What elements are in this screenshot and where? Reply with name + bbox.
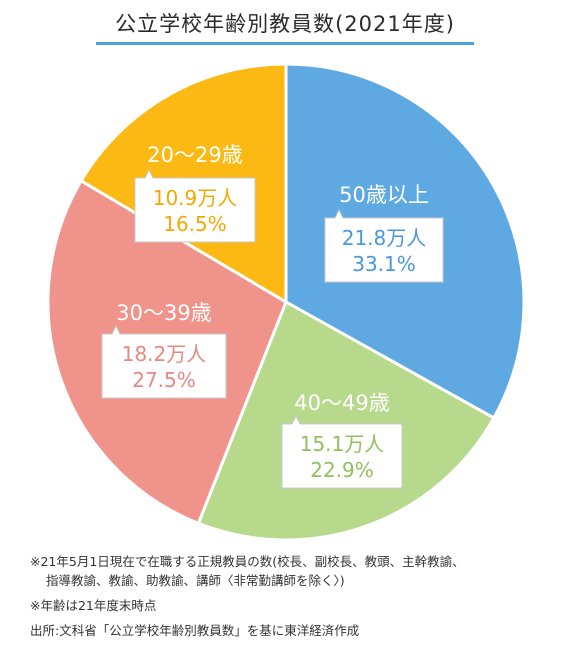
title-underline [96, 42, 474, 45]
note-teacher-definition: ※21年5月1日現在で在職する正規教員の数(校長、副校長、教頭、主幹教諭、指導教… [30, 552, 560, 590]
note-teacher-definition-line: ※21年5月1日現在で在職する正規教員の数(校長、副校長、教頭、主幹教諭、 [30, 554, 465, 569]
slice-category-label: 30〜39歳 [116, 301, 211, 325]
slice-count-label: 15.1万人 [300, 432, 385, 456]
slice-category-label: 50歳以上 [339, 183, 429, 207]
slice-count-label: 10.9万人 [153, 186, 238, 210]
note-age-basis: ※年齢は21年度末時点 [30, 598, 157, 613]
slice-value-box [324, 208, 444, 283]
slice-count-label: 18.2万人 [122, 342, 207, 366]
slice-value-box [134, 168, 256, 243]
slice-percent-label: 27.5% [132, 368, 196, 392]
slice-value-box [101, 324, 227, 399]
slice-category-label: 40〜49歳 [294, 391, 389, 415]
source-note: 出所:文科省「公立学校年齢別教員数」を基に東洋経済作成 [30, 623, 360, 638]
pie-slice [196, 299, 496, 542]
slice-percent-label: 33.1% [352, 252, 416, 276]
slice-percent-label: 22.9% [310, 458, 374, 482]
slice-count-label: 21.8万人 [342, 226, 427, 250]
slice-category-label: 20〜29歳 [147, 143, 242, 167]
slice-value-box [281, 414, 403, 489]
slice-percent-label: 16.5% [163, 212, 227, 236]
note-teacher-definition-line: 指導教諭、教諭、助教諭、講師〈非常勤講師を除く〉) [46, 573, 345, 588]
chart-title: 公立学校年齢別教員数(2021年度) [115, 12, 455, 36]
